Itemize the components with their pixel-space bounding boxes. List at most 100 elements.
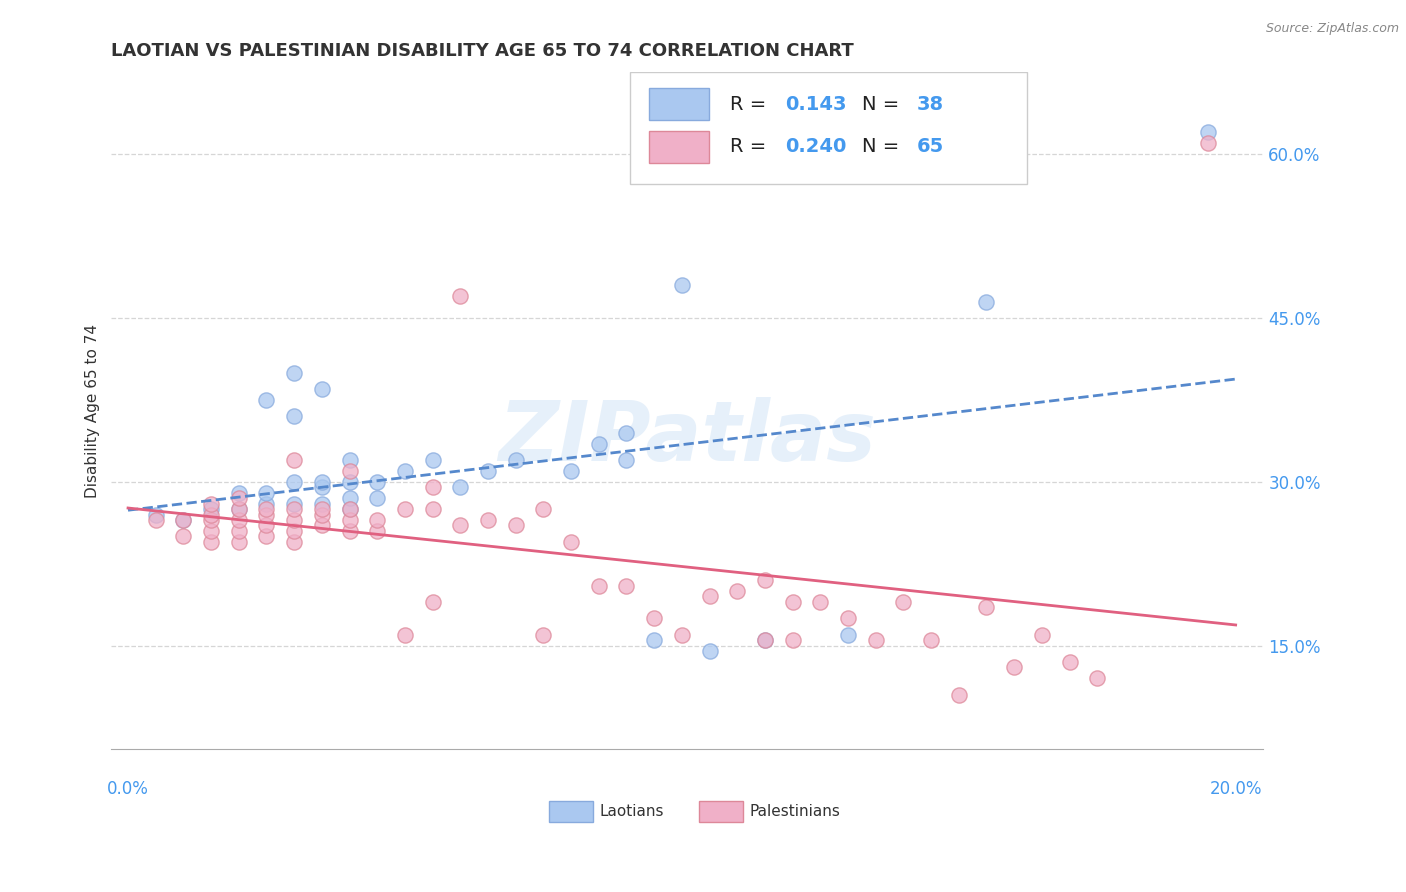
Point — [394, 502, 416, 516]
Text: 38: 38 — [917, 95, 943, 114]
Point — [422, 502, 444, 516]
Point — [920, 633, 942, 648]
Point — [200, 497, 222, 511]
Point — [449, 518, 471, 533]
Point — [449, 289, 471, 303]
FancyBboxPatch shape — [550, 801, 593, 822]
FancyBboxPatch shape — [630, 72, 1028, 184]
Point — [699, 590, 721, 604]
Point — [228, 502, 250, 516]
Point — [200, 502, 222, 516]
Point — [256, 485, 278, 500]
Point — [754, 633, 776, 648]
Point — [256, 529, 278, 543]
Point — [782, 595, 804, 609]
Point — [671, 628, 693, 642]
Point — [588, 578, 610, 592]
Text: N =: N = — [862, 137, 905, 156]
Text: Laotians: Laotians — [600, 804, 664, 819]
Text: R =: R = — [730, 95, 772, 114]
Point — [948, 688, 970, 702]
Point — [531, 628, 554, 642]
Point — [311, 382, 333, 396]
Point — [283, 534, 305, 549]
Point — [200, 524, 222, 538]
Point — [1197, 126, 1219, 140]
Point — [311, 475, 333, 489]
Point — [339, 491, 361, 506]
Point — [808, 595, 831, 609]
Point — [256, 497, 278, 511]
Text: 65: 65 — [917, 137, 943, 156]
Point — [699, 644, 721, 658]
Point — [366, 491, 388, 506]
Text: 20.0%: 20.0% — [1209, 780, 1263, 797]
Point — [616, 453, 638, 467]
Point — [366, 513, 388, 527]
Point — [200, 508, 222, 522]
Point — [422, 595, 444, 609]
Point — [366, 524, 388, 538]
Point — [588, 436, 610, 450]
Point — [477, 464, 499, 478]
Point — [283, 366, 305, 380]
Point — [311, 518, 333, 533]
Text: 0.143: 0.143 — [786, 95, 846, 114]
Point — [339, 502, 361, 516]
Point — [228, 485, 250, 500]
Point — [531, 502, 554, 516]
Point — [782, 633, 804, 648]
Point — [228, 491, 250, 506]
Point — [893, 595, 915, 609]
Point — [1002, 660, 1025, 674]
Point — [837, 628, 859, 642]
Point — [256, 392, 278, 407]
FancyBboxPatch shape — [650, 88, 709, 120]
Point — [311, 508, 333, 522]
Point — [449, 480, 471, 494]
Point — [865, 633, 887, 648]
Point — [616, 425, 638, 440]
Point — [976, 600, 998, 615]
Text: 0.0%: 0.0% — [107, 780, 149, 797]
Point — [311, 480, 333, 494]
Point — [505, 518, 527, 533]
Text: Palestinians: Palestinians — [749, 804, 841, 819]
Point — [283, 497, 305, 511]
Point — [283, 513, 305, 527]
Point — [505, 453, 527, 467]
Point — [172, 529, 194, 543]
Point — [339, 453, 361, 467]
Point — [422, 453, 444, 467]
Point — [228, 513, 250, 527]
Point — [643, 633, 665, 648]
Text: N =: N = — [862, 95, 905, 114]
Point — [145, 508, 167, 522]
Point — [1197, 136, 1219, 151]
Point — [228, 502, 250, 516]
Point — [754, 573, 776, 587]
Point — [725, 584, 748, 599]
Text: Source: ZipAtlas.com: Source: ZipAtlas.com — [1265, 22, 1399, 36]
Point — [283, 524, 305, 538]
Point — [283, 409, 305, 424]
Point — [256, 518, 278, 533]
Point — [339, 464, 361, 478]
Point — [256, 502, 278, 516]
Point — [976, 294, 998, 309]
Point — [837, 611, 859, 625]
Point — [172, 513, 194, 527]
Point — [394, 628, 416, 642]
Point — [477, 513, 499, 527]
Point — [560, 534, 582, 549]
Point — [366, 475, 388, 489]
Point — [339, 524, 361, 538]
Point — [1031, 628, 1053, 642]
Point — [145, 513, 167, 527]
Point — [283, 502, 305, 516]
FancyBboxPatch shape — [650, 130, 709, 163]
Text: R =: R = — [730, 137, 772, 156]
Point — [172, 513, 194, 527]
Point — [394, 464, 416, 478]
Point — [671, 278, 693, 293]
